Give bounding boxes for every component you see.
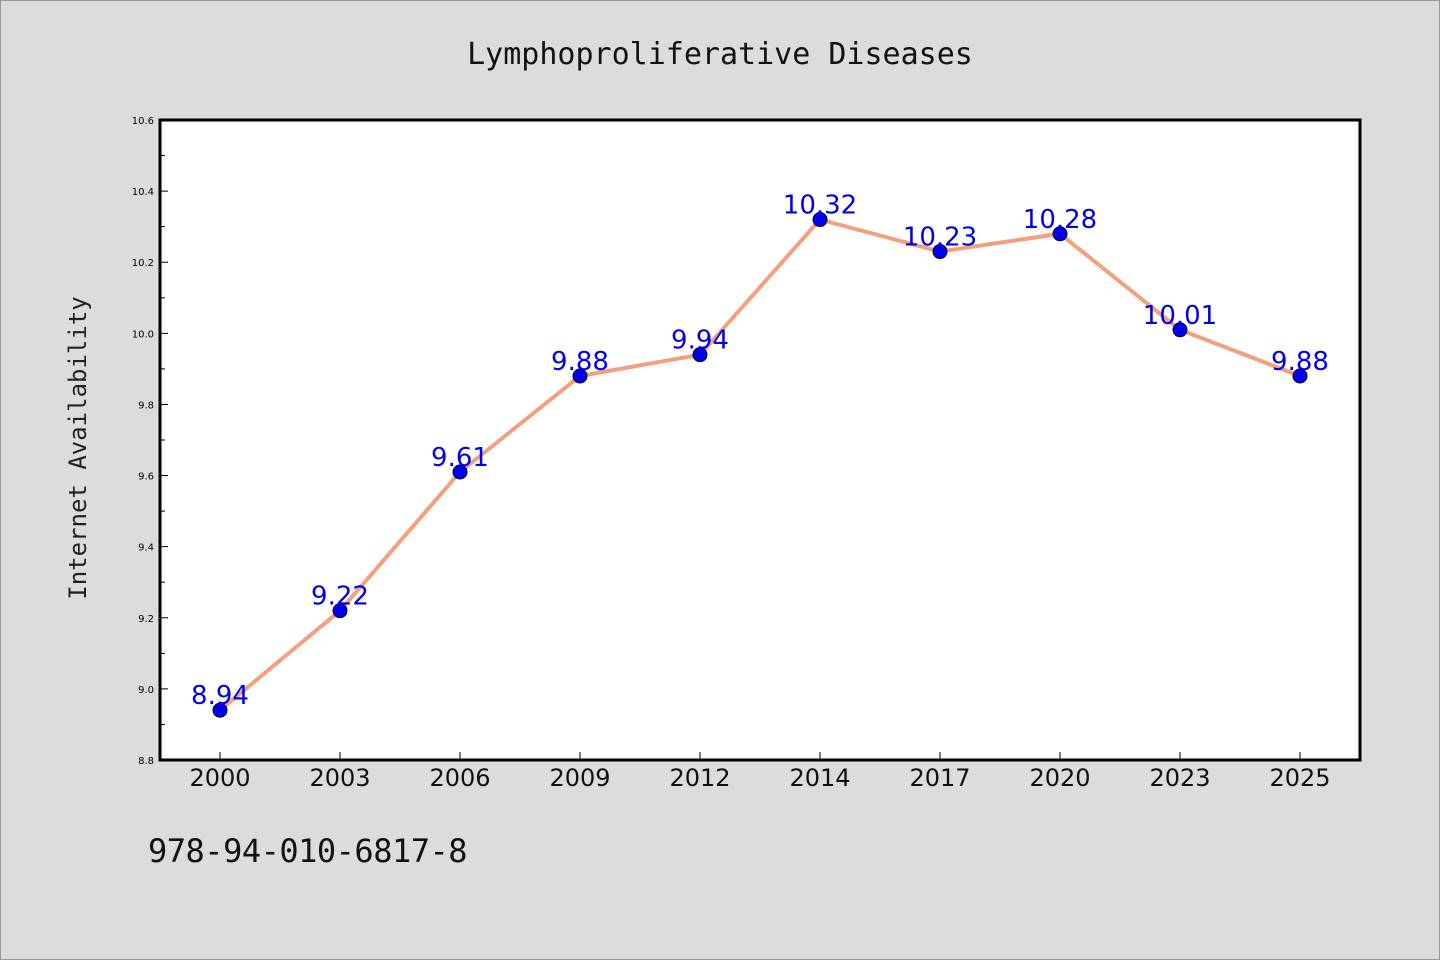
x-tick-label: 2009 — [549, 764, 610, 792]
y-tick-label: 9.2 — [138, 614, 154, 625]
data-label: 9.88 — [551, 347, 609, 377]
data-point-marker — [1172, 322, 1188, 338]
plot-area — [158, 118, 1362, 762]
data-label: 10.01 — [1143, 301, 1217, 331]
data-label: 9.88 — [1271, 347, 1329, 377]
x-tick-label: 2014 — [789, 764, 850, 792]
y-tick-label: 10.6 — [132, 116, 154, 127]
x-tick-label: 2006 — [429, 764, 490, 792]
y-tick-label: 9.4 — [138, 543, 154, 554]
series-layer — [218, 217, 1301, 712]
x-tick-label: 2003 — [309, 764, 370, 792]
data-labels-layer: 8.94 9.22 9.61 9.88 9.94 10.32 10.23 10.28 10.01… — [191, 191, 1329, 712]
series-line — [218, 217, 1301, 712]
x-tick-label: 2017 — [909, 764, 970, 792]
data-point-marker — [332, 603, 348, 619]
footer-code: 978-94-010-6817-8 — [148, 832, 468, 870]
data-point-marker — [692, 347, 708, 363]
data-label: 9.94 — [671, 326, 729, 356]
data-label: 10.28 — [1023, 205, 1097, 235]
x-tick-label: 2023 — [1149, 764, 1210, 792]
x-tick-label: 2012 — [669, 764, 730, 792]
data-label: 9.61 — [431, 443, 489, 473]
y-tick-label: 10.2 — [132, 258, 154, 269]
x-axis-ticks: 2000 2003 2006 2009 2012 2014 2017 2020 2023 2025 — [189, 752, 1331, 792]
data-point-marker — [1292, 368, 1308, 384]
y-tick-label: 9.8 — [138, 400, 154, 411]
data-point-marker — [212, 702, 228, 718]
data-point-marker — [572, 368, 588, 384]
x-tick-label: 2025 — [1269, 764, 1330, 792]
data-label: 10.23 — [903, 223, 977, 253]
data-point-marker — [452, 464, 468, 480]
y-tick-label: 10.4 — [132, 187, 154, 198]
data-point-marker — [932, 244, 948, 260]
y-tick-label: 9.0 — [138, 685, 154, 696]
y-axis-ticks: 8.8 9.0 9.2 9.4 9.6 9.8 10.0 10.2 10.4 10.6 — [132, 116, 168, 767]
x-tick-label: 2020 — [1029, 764, 1090, 792]
y-tick-label: 8.8 — [138, 756, 154, 767]
data-label: 9.22 — [311, 582, 369, 612]
data-point-marker — [1052, 226, 1068, 242]
x-tick-label: 2000 — [189, 764, 250, 792]
chart-title: Lymphoproliferative Diseases — [467, 37, 973, 72]
data-label: 8.94 — [191, 681, 249, 711]
y-tick-label: 9.6 — [138, 472, 154, 483]
markers-layer — [212, 212, 1308, 718]
data-point-marker — [812, 212, 828, 228]
y-tick-label: 10.0 — [132, 329, 154, 340]
y-axis-label: Internet Availability — [64, 296, 92, 599]
data-label: 10.32 — [783, 191, 857, 221]
